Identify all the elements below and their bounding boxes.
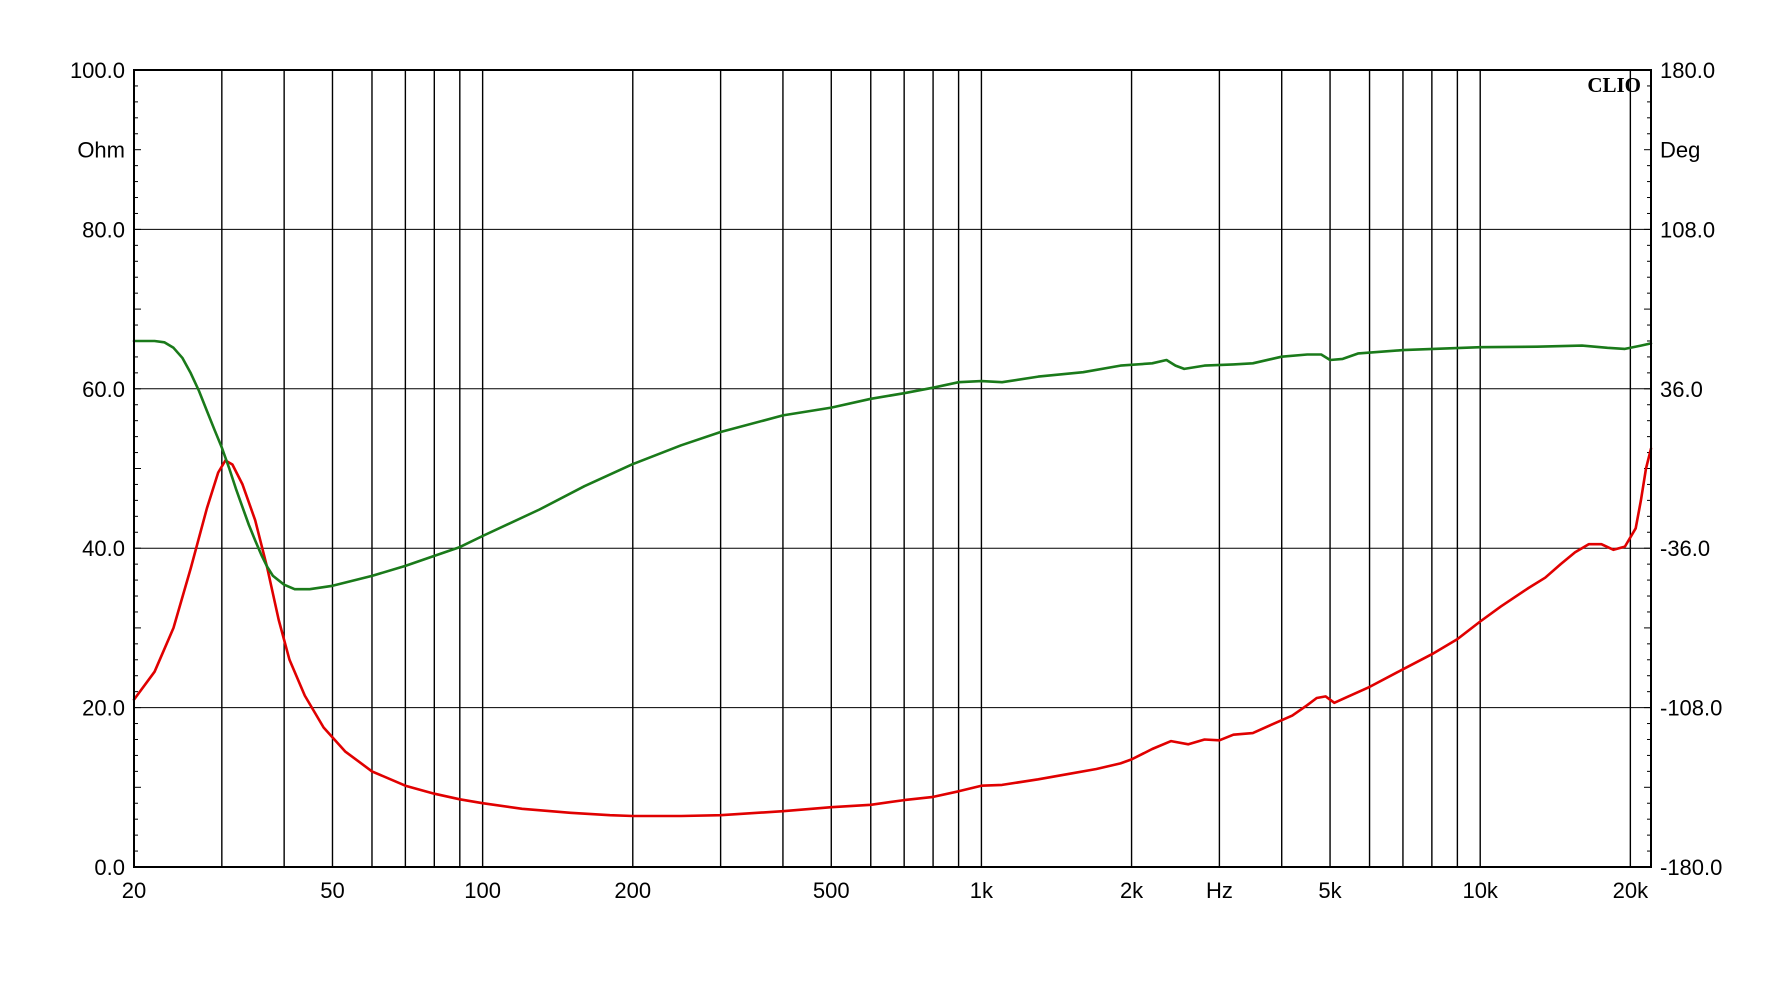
y-left-unit-label: Ohm xyxy=(77,138,125,163)
x-unit-label: Hz xyxy=(1206,878,1233,903)
x-tick-label: 500 xyxy=(813,878,850,903)
x-tick-label: 20 xyxy=(122,878,146,903)
grid-layer xyxy=(134,69,1651,868)
y-right-tick-label: 36.0 xyxy=(1660,377,1703,402)
label-layer: 20 50 100 200 500 1k 2k 5k 10k 20k Hz 0.0 20.0 40.0 60… xyxy=(70,58,1722,903)
x-tick-label: 200 xyxy=(614,878,651,903)
plot-frame xyxy=(133,69,1652,868)
y-right-tick-label: -180.0 xyxy=(1660,855,1722,880)
y-right-tick-label: -108.0 xyxy=(1660,696,1722,721)
x-tick-label: 1k xyxy=(970,878,994,903)
x-tick-label: 10k xyxy=(1462,878,1498,903)
y-left-tick-label: 100.0 xyxy=(70,58,125,83)
x-tick-label: 50 xyxy=(320,878,344,903)
impedance-curve xyxy=(132,447,1653,818)
y-left-tick-label: 0.0 xyxy=(94,855,125,880)
y-right-tick-label: 180.0 xyxy=(1660,58,1715,83)
y-right-tick-label: 108.0 xyxy=(1660,217,1715,242)
x-tick-label: 100 xyxy=(464,878,501,903)
y-left-tick-label: 80.0 xyxy=(82,217,125,242)
x-tick-label: 20k xyxy=(1613,878,1649,903)
x-tick-label: 5k xyxy=(1318,878,1342,903)
y-left-tick-label: 20.0 xyxy=(82,696,125,721)
phase-curve xyxy=(132,339,1653,591)
brand-label: CLIO xyxy=(1587,73,1641,97)
y-right-tick-label: -36.0 xyxy=(1660,536,1710,561)
x-tick-label: 2k xyxy=(1120,878,1144,903)
y-left-tick-label: 60.0 xyxy=(82,377,125,402)
curve-layer xyxy=(132,339,1653,818)
y-left-tick-label: 40.0 xyxy=(82,536,125,561)
y-right-unit-label: Deg xyxy=(1660,138,1700,163)
